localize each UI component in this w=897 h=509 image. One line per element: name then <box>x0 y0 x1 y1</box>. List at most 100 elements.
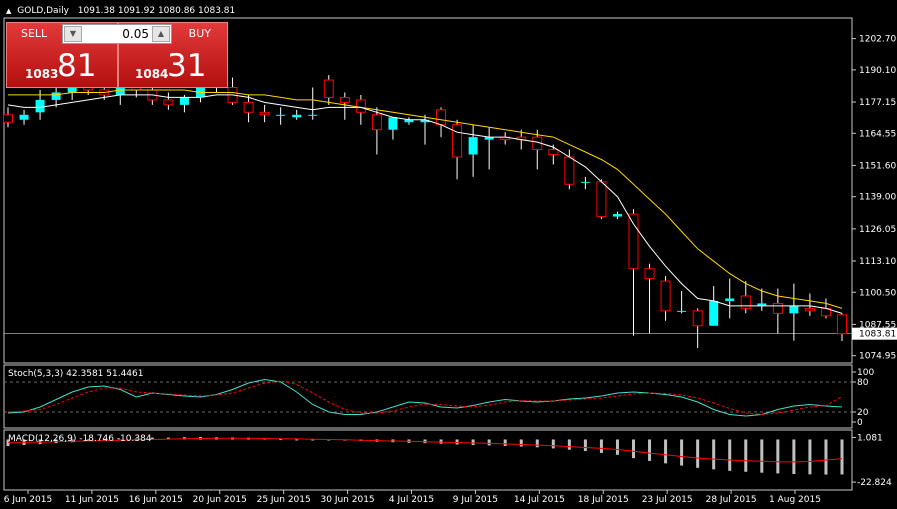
stoch-y-tick-label: 20 <box>857 408 869 418</box>
candle-body-bull <box>67 87 77 93</box>
macd-histogram-bar <box>295 439 299 441</box>
candle-body-bear <box>804 307 815 312</box>
current-price-label: 1083.81 <box>859 330 896 340</box>
macd-histogram-bar <box>102 439 106 441</box>
chart-axes: 1202.70 1190.10 1177.15 1164.55 1151.60 1139.… <box>4 35 897 505</box>
macd-histogram-bar <box>567 439 571 450</box>
macd-histogram-bar <box>134 438 138 440</box>
macd-histogram-bar <box>696 439 700 468</box>
stoch-pane-frame <box>3 364 853 429</box>
buy-label: BUY <box>188 27 211 40</box>
x-tick-label: 18 Jul 2015 <box>578 495 629 505</box>
macd-histogram-bar <box>632 439 635 459</box>
candle <box>323 75 334 105</box>
candle <box>3 107 13 128</box>
candle <box>789 283 799 341</box>
lot-size-input[interactable] <box>85 27 149 41</box>
macd-histogram-bar <box>615 439 619 455</box>
candle-body-bear <box>596 181 607 218</box>
moving-average-slow <box>8 89 843 309</box>
candle <box>580 176 590 190</box>
chart-title-bar: ▲ GOLD,Daily 1091.38 1091.92 1080.86 108… <box>6 6 235 16</box>
x-tick-label: 14 Jul 2015 <box>514 495 565 505</box>
macd-histogram-bar <box>279 439 283 441</box>
candle-body-bear <box>163 99 174 106</box>
macd-histogram-bar <box>728 439 732 471</box>
macd-histogram-bar <box>311 439 315 441</box>
macd-y-tick-label: 1.081 <box>857 433 883 443</box>
y-tick-label: 1190.10 <box>859 66 896 76</box>
candle <box>660 276 671 321</box>
candle <box>355 94 366 125</box>
candle <box>292 109 302 120</box>
one-click-trade-panel: SELL 1083 81 BUY 1084 31 ▼ ▲ <box>6 22 228 88</box>
candle <box>757 288 767 311</box>
candle-body-bear <box>692 310 703 327</box>
macd-histogram-bar <box>583 439 587 452</box>
x-tick-label: 6 Jun 2015 <box>4 495 52 505</box>
candle-body-bear <box>740 295 751 309</box>
candle-body-bull <box>789 305 799 314</box>
candle-body-bear <box>323 79 334 98</box>
candle <box>163 92 174 110</box>
candle <box>452 119 463 180</box>
y-tick-label: 1113.10 <box>859 257 896 267</box>
candle-body-bear <box>644 268 655 280</box>
x-tick-label: 9 Jul 2015 <box>453 495 498 505</box>
candle <box>725 278 735 319</box>
buy-price-prefix: 1084 <box>135 67 169 81</box>
x-tick-label: 30 Jun 2015 <box>321 495 375 505</box>
sell-label: SELL <box>21 27 48 40</box>
macd-histogram-bar <box>150 437 154 440</box>
candle <box>612 211 622 220</box>
moving-average-fast <box>7 94 843 314</box>
macd-histogram-bar <box>551 439 555 449</box>
candle <box>548 144 559 165</box>
candle <box>404 117 414 125</box>
main-pane-frame <box>3 17 853 364</box>
y-tick-label: 1164.55 <box>859 129 896 139</box>
candle <box>51 87 61 108</box>
triangle-up-icon[interactable]: ▲ <box>6 7 12 15</box>
macd-histogram-bar <box>519 439 523 447</box>
macd-title: MACD(12,26,9) -18.746 -10.384 <box>8 434 152 444</box>
candle-body-bear <box>837 314 847 335</box>
stoch-main-line <box>7 378 843 417</box>
candle-body-bull <box>276 114 286 116</box>
candle <box>709 286 719 326</box>
candle <box>644 263 655 334</box>
macd-histogram-bar <box>776 439 780 474</box>
candle <box>484 127 494 170</box>
symbol-label: GOLD,Daily <box>17 6 69 16</box>
arrow-up-icon[interactable]: ▲ <box>152 26 170 42</box>
macd-histogram-bar <box>840 439 844 475</box>
x-tick-label: 4 Jul 2015 <box>389 495 434 505</box>
candle-body-bear <box>772 302 783 314</box>
candle-body-bear <box>660 280 671 312</box>
x-tick-label: 23 Jul 2015 <box>642 495 693 505</box>
x-tick-label: 1 Aug 2015 <box>769 495 821 505</box>
macd-histogram-bar <box>664 439 668 464</box>
candle <box>308 87 318 120</box>
candle-body-bull <box>677 310 687 312</box>
macd-histogram-bar <box>599 439 603 453</box>
candle <box>19 109 29 125</box>
macd-histogram-bar <box>824 439 828 475</box>
arrow-down-icon[interactable]: ▼ <box>64 26 82 42</box>
y-tick-label: 1100.50 <box>859 288 896 298</box>
macd-histogram-bar <box>760 439 764 473</box>
candle-body-bear <box>339 96 350 103</box>
candle-body-bull <box>115 87 125 95</box>
stoch-y-tick-label: 80 <box>857 378 869 388</box>
sell-price-prefix: 1083 <box>25 67 59 81</box>
macd-histogram-bar <box>471 439 475 446</box>
ohlc-values: 1091.38 1091.92 1080.86 1083.81 <box>77 6 236 16</box>
candle-body-bull <box>388 117 398 130</box>
candle-body-bull <box>468 137 478 155</box>
macd-histogram-bar <box>648 439 652 461</box>
stoch-title: Stoch(5,3,3) 42.3581 51.4461 <box>8 369 143 379</box>
candle-body-bull <box>757 303 767 306</box>
candle-body-bull <box>35 99 45 113</box>
macd-histogram-bar <box>792 439 796 474</box>
candle <box>740 281 751 314</box>
